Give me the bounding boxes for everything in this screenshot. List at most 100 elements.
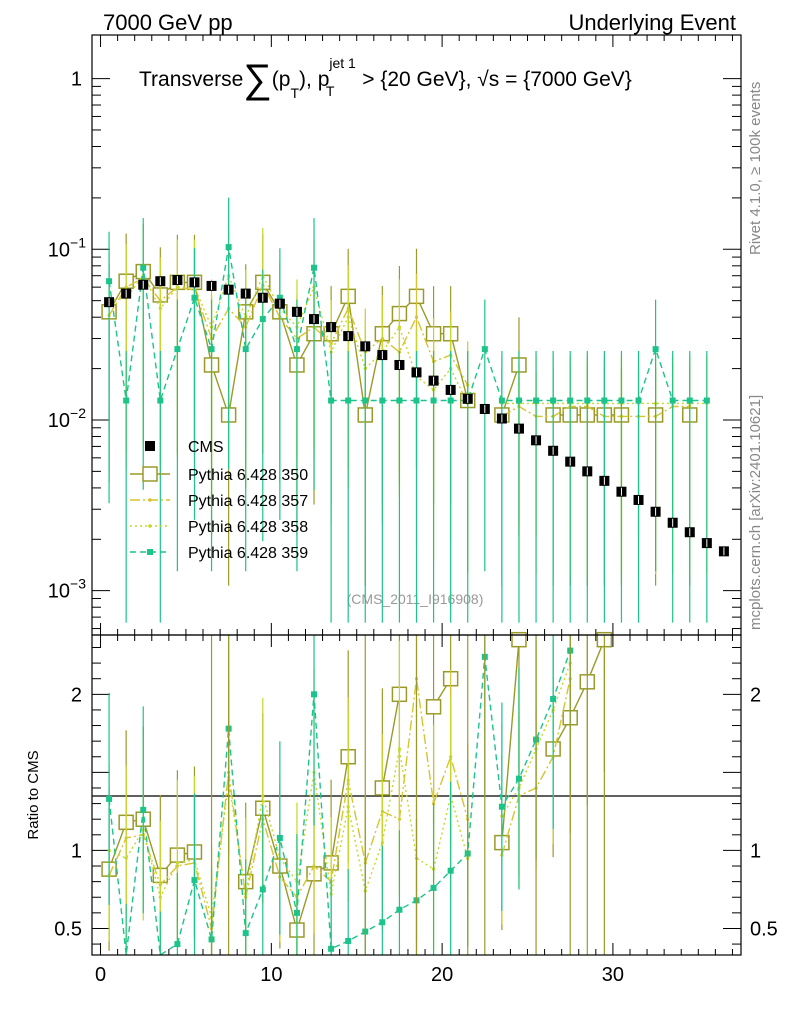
title-cut: > {20 GeV}, <box>356 68 477 91</box>
title-open: (p <box>272 68 291 91</box>
ratio-y-tick-label-left: 2 <box>71 684 82 706</box>
legend-marker-p358 <box>148 524 152 528</box>
point-p359 <box>430 397 437 404</box>
point-p359 <box>276 294 283 301</box>
y-tick-label: 10−2 <box>48 405 86 432</box>
ratio-point-p358 <box>158 895 162 899</box>
point-p359 <box>328 397 335 404</box>
y-tick-base: 10 <box>48 581 70 603</box>
ratio-point-p359 <box>396 906 403 913</box>
ratio-line-p358 <box>108 748 469 918</box>
legend-marker-p357 <box>148 498 152 502</box>
y-tick-base: 10 <box>48 410 70 432</box>
ratio-point-p359 <box>550 696 557 702</box>
legend-marker-p350 <box>142 466 158 482</box>
main-plot-series <box>101 197 729 623</box>
ratio-line-p350 <box>381 694 401 789</box>
ratio-point-p359 <box>140 806 147 813</box>
point-p359 <box>362 397 369 404</box>
x-tick-label: 20 <box>431 964 453 986</box>
y-tick-label: 10−3 <box>48 576 86 603</box>
legend-p358: Pythia 6.428 358 <box>130 519 308 536</box>
ratio-y-tick-label-right: 0.5 <box>750 918 778 940</box>
legend-marker-p359 <box>147 549 153 555</box>
ratio-line-p359 <box>108 650 571 957</box>
ratio-plot-series <box>101 631 613 957</box>
y-tick-label: 10−1 <box>48 234 86 261</box>
y-tick-base: 10 <box>48 239 70 261</box>
ratio-point-p359 <box>191 877 198 884</box>
series-line-p350 <box>108 270 469 416</box>
side-rivet-label: Rivet 4.1.0, ≥ 100k events <box>747 82 764 255</box>
title-sub-t2: T <box>326 83 335 99</box>
ratio-point-p359 <box>515 775 522 782</box>
title-sqrt-s: √s <box>477 68 499 91</box>
title-sub-t: T <box>290 85 299 101</box>
point-p358 <box>175 285 179 289</box>
ratio-point-p359 <box>242 930 249 937</box>
point-p358 <box>346 315 350 319</box>
title-mid: ), p <box>299 68 329 91</box>
ratio-y-axis-label: Ratio to CMS <box>25 750 42 839</box>
point-p359 <box>652 346 659 353</box>
ratio-point-p359 <box>311 691 318 698</box>
header-left: 7000 GeV pp <box>103 10 233 35</box>
ratio-point-p358 <box>124 856 128 860</box>
point-p359 <box>567 397 574 404</box>
point-p359 <box>208 346 215 353</box>
x-tick-label: 10 <box>260 964 282 986</box>
title-energy: = {7000 GeV} <box>499 68 632 91</box>
ratio-point-p359 <box>447 867 454 874</box>
legend-label-p358: Pythia 6.428 358 <box>188 519 308 536</box>
point-p359 <box>703 397 710 404</box>
y-tick-exponent: −2 <box>70 405 86 421</box>
point-p359 <box>106 278 113 285</box>
ratio-y-tick-label-right: 1 <box>750 840 761 862</box>
title-sum-symbol: ∑ <box>243 57 272 101</box>
point-p359 <box>242 346 249 353</box>
point-p359 <box>550 397 557 404</box>
ratio-point-p359 <box>259 886 266 893</box>
point-p359 <box>515 397 522 404</box>
ratio-point-p359 <box>345 937 352 944</box>
point-p359 <box>635 397 642 404</box>
ratio-point-p359 <box>379 919 386 926</box>
ratio-point-p358 <box>346 805 350 809</box>
point-p359 <box>140 264 147 271</box>
point-p359 <box>686 397 693 404</box>
title-sup-jet: jet 1 <box>328 55 356 71</box>
main-axis-ticks: 110−110−210−3 <box>48 35 741 635</box>
point-p357 <box>414 315 419 319</box>
point-p359 <box>481 346 488 353</box>
ratio-y-tick-label-left: 1 <box>71 840 82 862</box>
ratio-line-p357 <box>108 678 469 929</box>
x-tick-label: 30 <box>602 964 624 986</box>
ratio-point-p359 <box>498 803 505 810</box>
legend-label-cms: CMS <box>188 439 224 456</box>
legend-label-p357: Pythia 6.428 357 <box>188 493 308 510</box>
point-p359 <box>191 294 198 301</box>
point-p359 <box>669 397 676 404</box>
ratio-point-p358 <box>175 861 179 865</box>
ratio-point-p359 <box>174 941 181 948</box>
point-p359 <box>447 397 454 404</box>
ratio-line-p350 <box>552 639 606 750</box>
point-p359 <box>225 244 232 251</box>
legend-label-p359: Pythia 6.428 359 <box>188 545 308 562</box>
legend-p359: Pythia 6.428 359 <box>130 545 308 562</box>
series-line-p357 <box>108 276 469 386</box>
point-p359 <box>345 397 352 404</box>
ratio-plot-frame <box>91 634 742 956</box>
legend-p350: Pythia 6.428 350 <box>130 466 308 484</box>
point-p359 <box>123 397 130 404</box>
side-mcplots-label: mcplots.cern.ch [arXiv:2401.10621] <box>747 395 764 630</box>
ratio-point-p350 <box>511 631 527 648</box>
watermark: (CMS_2011_I916908) <box>347 591 484 607</box>
y-tick-label: 1 <box>71 69 82 91</box>
legend: CMS Pythia 6.428 350 Pythia 6.428 357 Py… <box>130 439 308 562</box>
point-p359 <box>379 397 386 404</box>
point-p359 <box>584 397 591 404</box>
legend-label-p350: Pythia 6.428 350 <box>188 467 308 484</box>
